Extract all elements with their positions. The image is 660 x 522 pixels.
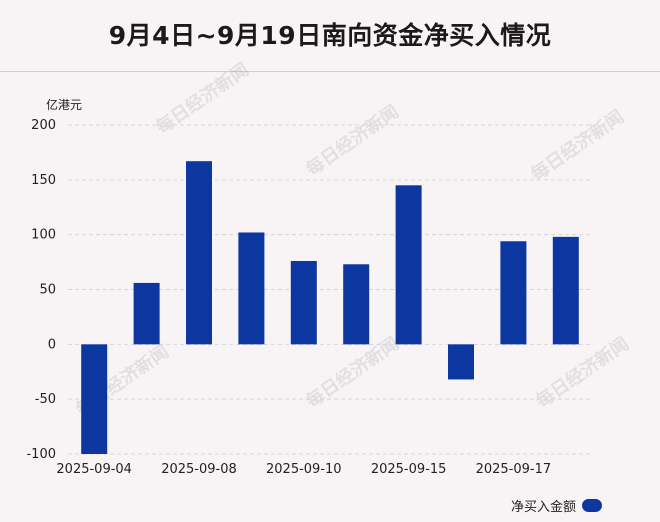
bar-2025-09-04 <box>81 344 108 454</box>
bar-2025-09-10 <box>290 260 317 345</box>
legend-swatch <box>582 499 602 512</box>
legend: 净买入金额 <box>511 496 602 515</box>
y-tick-label: -100 <box>26 447 56 462</box>
y-tick-label: 0 <box>48 337 56 352</box>
y-tick-label: 200 <box>31 118 56 133</box>
x-tick-label: 2025-09-17 <box>476 462 552 477</box>
bars <box>81 161 579 454</box>
bar-2025-09-15 <box>395 185 422 345</box>
x-axis-ticks: 2025-09-04 2025-09-08 2025-09-10 2025-09-15… <box>56 462 551 477</box>
y-tick-label: -50 <box>35 392 56 407</box>
x-tick-label: 2025-09-08 <box>161 462 237 477</box>
y-axis-unit-label: 亿港元 <box>46 98 83 112</box>
y-tick-label: 150 <box>31 173 56 188</box>
legend-label: 净买入金额 <box>510 500 576 515</box>
bar-2025-09-08 <box>186 161 212 345</box>
y-tick-label: 100 <box>31 228 56 243</box>
x-tick-label: 2025-09-15 <box>371 462 447 477</box>
bar-2025-09-05 <box>133 282 160 345</box>
bar-2025-09-17 <box>500 241 527 345</box>
bar-2025-09-11 <box>343 264 370 345</box>
bar-2025-09-09 <box>238 232 265 345</box>
bar-2025-09-18 <box>552 236 579 345</box>
title-divider <box>0 71 660 72</box>
x-tick-label: 2025-09-04 <box>56 462 132 477</box>
y-tick-label: 50 <box>39 283 56 298</box>
x-tick-label: 2025-09-10 <box>266 462 342 477</box>
y-axis-ticks: 200 150 100 50 0 -50 -100 <box>26 118 56 462</box>
bar-2025-09-16 <box>448 344 474 380</box>
chart-title: 9月4日~9月19日南向资金净买入情况 <box>108 21 552 50</box>
